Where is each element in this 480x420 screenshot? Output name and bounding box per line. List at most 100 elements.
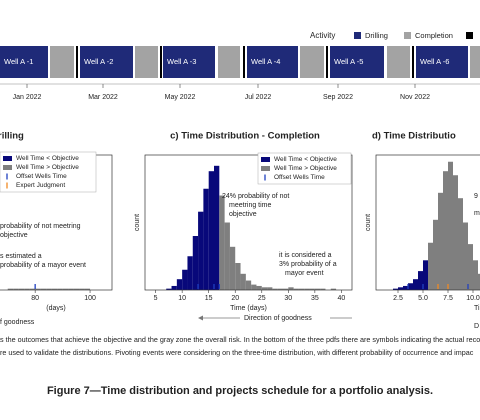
plot-frame (375, 154, 480, 291)
legend-swatch (354, 32, 361, 39)
histogram-bar (214, 165, 220, 290)
histogram-bar (208, 171, 214, 290)
month-label: Jan 2022 (13, 94, 42, 101)
histogram-bar (245, 280, 252, 290)
legend-swatch (404, 32, 411, 39)
x-axis-label: Time (days) (230, 305, 267, 312)
direction-label: D (474, 323, 479, 330)
drilling-bar (163, 46, 215, 78)
legend-box (257, 152, 352, 185)
histogram-bar (288, 287, 294, 290)
panel-title: d) Time Distributio (372, 131, 456, 142)
histogram-bar (235, 263, 241, 290)
annotation: it is considered a (279, 252, 332, 259)
histogram-bar (182, 269, 188, 290)
legend-label: Completion (415, 31, 453, 40)
x-tick-label: 5.0 (418, 295, 428, 302)
annotation: meetring time (229, 202, 272, 209)
histogram-bar (438, 192, 443, 290)
legend-swatch (466, 32, 473, 39)
histogram-bar (478, 273, 480, 290)
histogram-bar (24, 288, 30, 290)
arrow-head (198, 315, 203, 321)
drilling-bar (0, 46, 48, 78)
legend-swatch (3, 156, 12, 161)
annotation: probability of a mayor event (0, 262, 86, 269)
month-label: Sep 2022 (323, 94, 353, 101)
histogram-bar (468, 244, 473, 290)
month-label: Jul 2022 (245, 94, 272, 101)
histogram-bar (192, 236, 199, 290)
separator-bar (76, 46, 78, 78)
direction-label: Direction of goodness (244, 315, 312, 322)
histogram-bar (418, 271, 423, 290)
histogram-bar (29, 288, 36, 290)
completion-bar (135, 46, 158, 78)
x-axis-label: (days) (46, 305, 65, 312)
histogram-bar (13, 288, 19, 290)
x-tick-label: 40 (337, 295, 345, 302)
histogram-bar (453, 175, 458, 290)
annotation: objective (229, 211, 257, 218)
histogram-bar (408, 283, 413, 290)
legend-label: Well Time < Objective (16, 155, 79, 162)
histogram-bar (84, 288, 91, 290)
separator-bar (243, 46, 245, 78)
x-tick-label: 30 (284, 295, 292, 302)
well-label: Well A -3 (167, 57, 196, 66)
histogram-bar (423, 260, 428, 290)
histogram-bar (224, 222, 230, 290)
histogram-bar (304, 288, 310, 290)
well-label: Well A -1 (4, 57, 33, 66)
month-label: Nov 2022 (400, 94, 430, 101)
histogram-bar (320, 288, 326, 290)
legend-swatch (261, 157, 270, 162)
annotation: objective (0, 232, 28, 239)
figure-caption: Figure 7—Time distribution and projects … (47, 385, 433, 397)
annotation: 3% probability of a (279, 261, 337, 268)
well-label: Well A -2 (84, 57, 113, 66)
histogram-bar (229, 246, 236, 290)
histogram-bar (68, 288, 74, 290)
histogram-bar (433, 219, 438, 290)
histogram-bar (428, 242, 433, 290)
histogram-bar (251, 284, 257, 290)
direction-label: f goodness (0, 319, 35, 326)
histogram-bar (272, 288, 278, 290)
histogram-bar (62, 288, 69, 290)
histogram-bar (51, 288, 58, 290)
legend-label: Expert Judgment (16, 182, 65, 189)
annotation: m (474, 210, 480, 217)
x-tick-label: 2.5 (393, 295, 403, 302)
histogram-bar (413, 279, 418, 290)
legend-swatch (3, 165, 12, 170)
histogram-bar (198, 211, 204, 290)
separator-bar (160, 46, 162, 78)
histogram-bar (187, 256, 193, 290)
histogram-bar (40, 288, 47, 290)
histogram-bar (403, 285, 408, 290)
drilling-bar (416, 46, 468, 78)
x-tick-label: 10 (178, 295, 186, 302)
histogram-bar (398, 287, 403, 290)
x-tick-label: 100 (84, 295, 96, 302)
histogram-bar (293, 288, 299, 290)
legend-label: Offset Wells Time (274, 174, 325, 181)
histogram-bar (18, 288, 25, 290)
x-tick-label: 10.0 (466, 295, 480, 302)
histogram-bar (219, 195, 225, 290)
histogram-bar (73, 288, 80, 290)
histogram-bar (240, 273, 246, 290)
plot-frame (144, 154, 353, 291)
histogram-bar (176, 279, 183, 290)
legend-title: Activity (310, 31, 335, 40)
histogram-bar (261, 287, 268, 290)
legend-label: Offset Wells Time (16, 173, 67, 180)
x-tick-label: 20 (231, 295, 239, 302)
x-tick-label: 80 (31, 295, 39, 302)
annotation: s estimated a (0, 253, 42, 260)
y-axis-label: count (134, 214, 141, 231)
legend-label: Well Time > Objective (16, 164, 79, 171)
